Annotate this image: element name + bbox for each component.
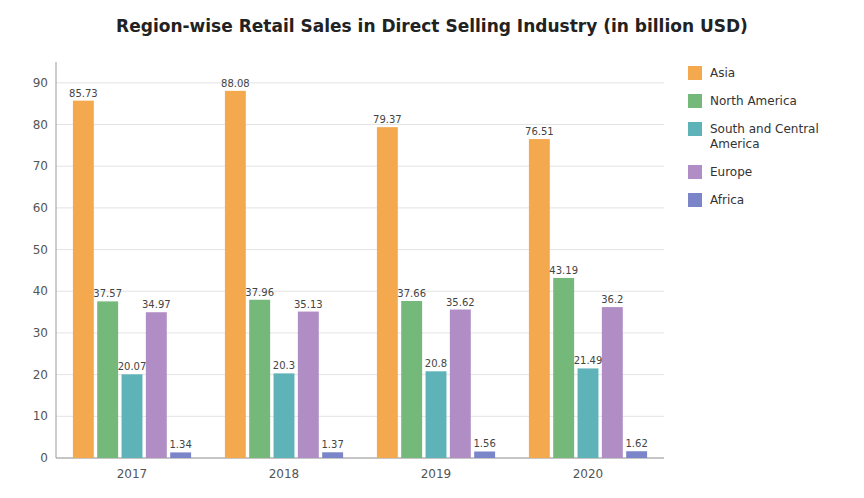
bar: [73, 101, 94, 458]
bar: [170, 452, 191, 458]
bar: [122, 374, 143, 458]
legend-label: Europe: [710, 165, 752, 179]
x-tick-label: 2017: [117, 467, 148, 481]
bar: [97, 301, 118, 458]
bar: [474, 451, 495, 458]
legend-label: Asia: [710, 66, 735, 80]
y-axis-line: [56, 62, 57, 458]
data-label: 1.34: [170, 439, 192, 450]
bar: [626, 451, 647, 458]
data-label: 35.13: [294, 299, 323, 310]
y-tick-label: 70: [33, 159, 48, 173]
data-labels: 85.73 88.08 79.37 76.51 37.57 37.96 37.66 43.19…: [69, 78, 648, 451]
bar: [146, 312, 167, 458]
legend-label: South and CentralAmerica: [710, 122, 819, 151]
y-tick-label: 10: [33, 409, 48, 423]
bar: [529, 139, 550, 458]
y-tick-label: 90: [33, 76, 48, 90]
grid-line: [56, 124, 664, 125]
data-label: 1.62: [626, 438, 648, 449]
bar: [450, 310, 471, 458]
data-label: 79.37: [373, 114, 402, 125]
data-label: 76.51: [525, 126, 554, 137]
y-tick-label: 50: [33, 243, 48, 257]
grid-line: [56, 166, 664, 167]
grid-line: [56, 207, 664, 208]
data-label: 36.2: [601, 294, 623, 305]
legend: Asia North America South and CentralAmeric…: [688, 66, 819, 207]
data-label: 20.8: [425, 358, 447, 369]
y-grid: [56, 83, 664, 458]
y-tick-label: 60: [33, 201, 48, 215]
bars: [73, 91, 647, 458]
legend-swatch: [688, 66, 702, 80]
bar: [578, 368, 599, 458]
data-label: 20.3: [273, 360, 295, 371]
bar: [322, 452, 343, 458]
legend-swatch: [688, 122, 702, 136]
chart-svg: Region-wise Retail Sales in Direct Selli…: [0, 0, 864, 498]
legend-swatch: [688, 165, 702, 179]
bar: [553, 278, 574, 458]
bar: [377, 127, 398, 458]
y-tick-label: 30: [33, 326, 48, 340]
legend-swatch: [688, 193, 702, 207]
bar: [602, 307, 623, 458]
y-tick-label: 0: [40, 451, 48, 465]
bar: [225, 91, 246, 458]
y-tick-label: 40: [33, 284, 48, 298]
data-label: 1.56: [474, 438, 496, 449]
legend-label: North America: [710, 94, 797, 108]
data-label: 37.66: [397, 288, 426, 299]
data-label: 1.37: [322, 439, 344, 450]
x-tick-label: 2019: [421, 467, 452, 481]
bar: [401, 301, 422, 458]
data-label: 37.96: [245, 287, 274, 298]
data-label: 43.19: [549, 265, 578, 276]
data-label: 88.08: [221, 78, 250, 89]
data-label: 37.57: [93, 288, 122, 299]
data-label: 35.62: [446, 297, 475, 308]
bar: [249, 300, 270, 458]
data-label: 21.49: [574, 355, 603, 366]
y-tick-label: 20: [33, 368, 48, 382]
x-tick-label: 2018: [269, 467, 300, 481]
data-label: 85.73: [69, 88, 98, 99]
legend-swatch: [688, 94, 702, 108]
data-label: 34.97: [142, 299, 171, 310]
bar: [298, 312, 319, 458]
y-tick-label: 80: [33, 118, 48, 132]
grid-line: [56, 82, 664, 83]
bar: [426, 371, 447, 458]
grid-line: [56, 249, 664, 250]
chart-title: Region-wise Retail Sales in Direct Selli…: [116, 16, 748, 36]
x-tick-label: 2020: [573, 467, 604, 481]
data-label: 20.07: [118, 361, 147, 372]
bar: [274, 373, 295, 458]
legend-label: Africa: [710, 193, 744, 207]
chart-container: Region-wise Retail Sales in Direct Selli…: [0, 0, 864, 498]
